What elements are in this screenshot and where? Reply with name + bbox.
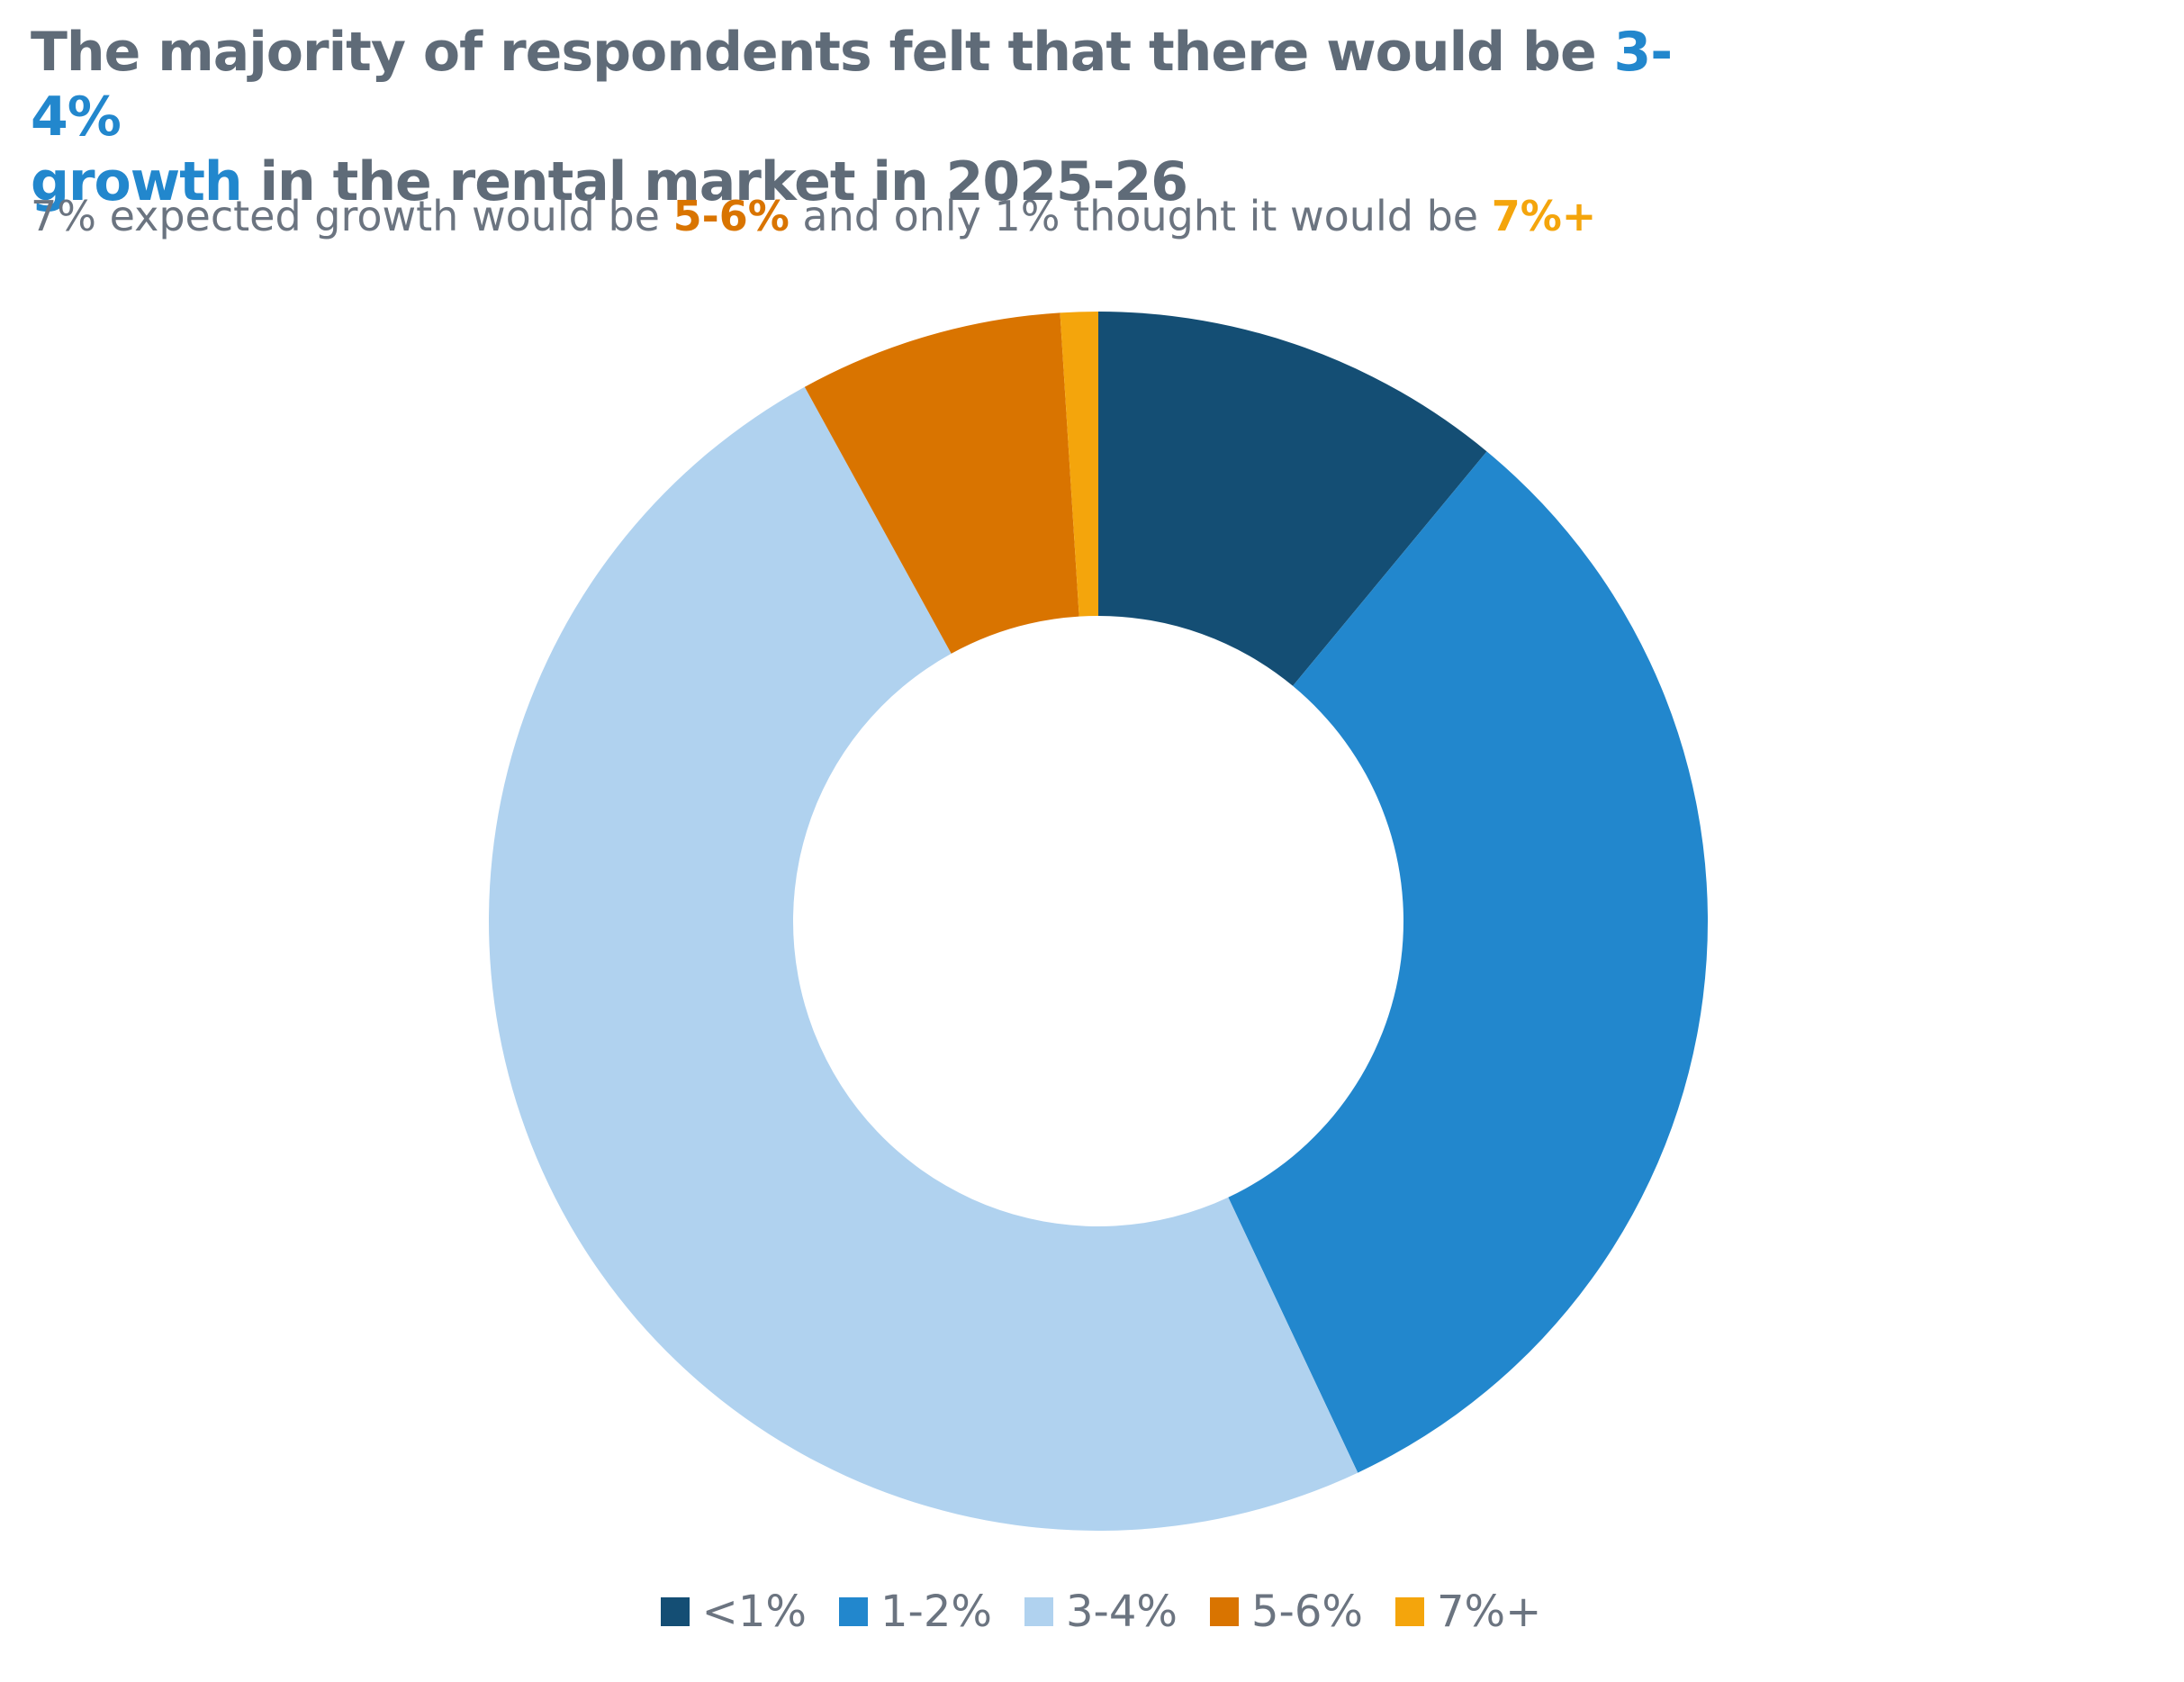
legend-item-5: 7%+ [1395, 1587, 1541, 1637]
legend-label: 7%+ [1437, 1587, 1542, 1637]
legend-item-2: 1-2% [838, 1587, 992, 1637]
legend-label: 1-2% [880, 1587, 992, 1637]
donut-slice-5 [1060, 312, 1098, 617]
legend-swatch [660, 1597, 690, 1626]
title-highlight-range: 3-4% [31, 21, 1673, 149]
chart-legend: <1% 1-2% 3-4% 5-6% 7%+ [0, 1587, 2184, 1637]
legend-swatch [1395, 1597, 1425, 1626]
legend-label: 3-4% [1065, 1587, 1178, 1637]
legend-swatch [1024, 1597, 1053, 1626]
legend-item-1: <1% [660, 1587, 807, 1637]
chart-title: The majority of respondents felt that th… [31, 20, 1741, 214]
title-part2: in the rental market in 2025-26 [241, 150, 1188, 213]
legend-item-3: 3-4% [1024, 1587, 1178, 1637]
donut-chart [489, 312, 1708, 1531]
subtitle-part2: and only 1% thought it would be [789, 192, 1492, 240]
donut-slice-2 [1228, 451, 1708, 1473]
subtitle-highlight-7plus: 7%+ [1491, 192, 1597, 240]
chart-subtitle: 7% expected growth would be 5-6% and onl… [31, 189, 2011, 243]
legend-item-4: 5-6% [1210, 1587, 1363, 1637]
title-highlight-growth: growth [31, 150, 243, 213]
subtitle-highlight-5-6: 5-6% [672, 192, 790, 240]
donut-slice-3 [489, 386, 1358, 1531]
legend-swatch [1210, 1597, 1239, 1626]
donut-slice-4 [804, 312, 1079, 654]
donut-slice-1 [1098, 312, 1487, 686]
title-part1: The majority of respondents felt that th… [31, 21, 1614, 84]
legend-label: 5-6% [1251, 1587, 1364, 1637]
subtitle-part1: 7% expected growth would be [31, 192, 673, 240]
legend-label: <1% [701, 1587, 807, 1637]
legend-swatch [838, 1597, 868, 1626]
